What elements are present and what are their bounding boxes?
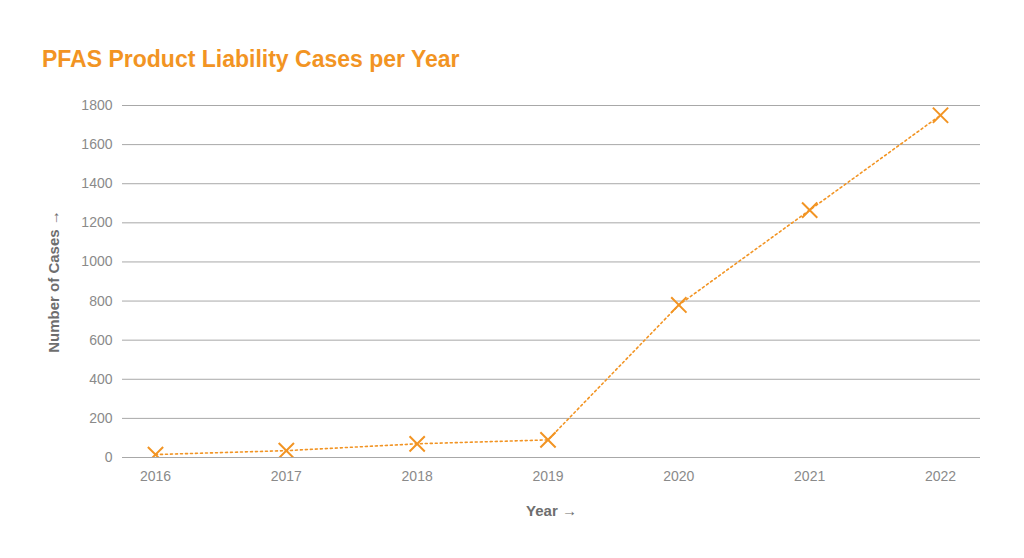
svg-text:Number of Cases →: Number of Cases → xyxy=(45,210,62,353)
svg-text:2020: 2020 xyxy=(663,468,694,484)
svg-text:2017: 2017 xyxy=(271,468,302,484)
svg-text:2019: 2019 xyxy=(532,468,563,484)
svg-text:400: 400 xyxy=(89,371,113,387)
svg-text:600: 600 xyxy=(89,332,113,348)
svg-text:2016: 2016 xyxy=(140,468,171,484)
svg-text:2018: 2018 xyxy=(402,468,433,484)
svg-text:2022: 2022 xyxy=(925,468,956,484)
svg-text:0: 0 xyxy=(105,449,113,465)
svg-text:2021: 2021 xyxy=(794,468,825,484)
svg-text:Year →: Year → xyxy=(526,502,577,519)
svg-text:1800: 1800 xyxy=(81,97,112,113)
svg-text:1200: 1200 xyxy=(81,214,112,230)
svg-text:1400: 1400 xyxy=(81,175,112,191)
svg-text:1000: 1000 xyxy=(81,253,112,269)
html-text:PFAS Product Liability Cases p: PFAS Product Liability Cases per Year xyxy=(42,46,460,72)
svg-text:200: 200 xyxy=(89,410,113,426)
svg-text:1600: 1600 xyxy=(81,136,112,152)
svg-text:800: 800 xyxy=(89,293,113,309)
